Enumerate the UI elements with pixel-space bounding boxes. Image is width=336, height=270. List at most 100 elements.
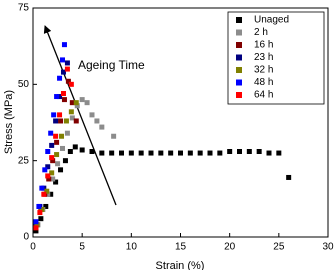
legend-swatch bbox=[236, 79, 242, 86]
y-tick-label: 0 bbox=[23, 232, 29, 243]
legend-swatch bbox=[236, 92, 242, 98]
point bbox=[158, 150, 164, 156]
point bbox=[38, 216, 44, 222]
legend-label: 23 h bbox=[254, 52, 273, 63]
point bbox=[43, 203, 49, 209]
point bbox=[57, 112, 63, 118]
point bbox=[33, 225, 39, 231]
point bbox=[68, 109, 74, 115]
point bbox=[148, 150, 154, 156]
point bbox=[45, 149, 51, 155]
point bbox=[73, 118, 79, 124]
point bbox=[53, 118, 59, 124]
point bbox=[227, 149, 233, 155]
point bbox=[60, 57, 65, 63]
point bbox=[256, 149, 262, 155]
point bbox=[89, 149, 95, 155]
point bbox=[197, 150, 203, 156]
point bbox=[57, 94, 63, 100]
point bbox=[69, 115, 75, 121]
point bbox=[65, 78, 71, 84]
point bbox=[60, 69, 66, 75]
point bbox=[61, 42, 67, 48]
point bbox=[73, 100, 79, 106]
point bbox=[53, 179, 59, 185]
point bbox=[44, 188, 50, 194]
point bbox=[45, 191, 51, 197]
legend-label: Unaged bbox=[254, 15, 289, 26]
point bbox=[57, 75, 63, 81]
point bbox=[49, 170, 55, 176]
point bbox=[39, 185, 45, 191]
x-tick-label: 0 bbox=[30, 242, 36, 253]
point bbox=[60, 90, 66, 96]
point bbox=[64, 66, 70, 72]
x-tick-label: 15 bbox=[175, 242, 187, 253]
point bbox=[276, 150, 282, 156]
y-tick-label: 50 bbox=[18, 79, 30, 90]
point bbox=[138, 150, 144, 156]
point bbox=[111, 133, 117, 139]
legend-swatch bbox=[236, 17, 242, 23]
legend-label: 16 h bbox=[254, 40, 273, 51]
point bbox=[178, 150, 183, 156]
point bbox=[62, 158, 68, 164]
legend-label: 48 h bbox=[254, 77, 273, 88]
y-axis-label: Stress (MPa) bbox=[3, 90, 15, 154]
point bbox=[59, 133, 65, 139]
point bbox=[55, 161, 61, 167]
point bbox=[45, 164, 51, 170]
point bbox=[54, 94, 60, 100]
point bbox=[64, 130, 70, 136]
arrow bbox=[43, 25, 117, 206]
point bbox=[266, 150, 272, 156]
x-tick-label: 25 bbox=[273, 242, 285, 253]
point bbox=[246, 149, 252, 155]
point bbox=[69, 100, 75, 106]
point bbox=[37, 210, 43, 216]
point bbox=[99, 124, 105, 130]
point bbox=[68, 81, 74, 87]
point bbox=[61, 97, 67, 103]
point bbox=[41, 191, 47, 197]
x-tick-label: 20 bbox=[224, 242, 236, 253]
point bbox=[39, 207, 45, 213]
legend-label: 2 h bbox=[254, 27, 268, 38]
x-tick-label: 10 bbox=[126, 242, 138, 253]
point bbox=[109, 150, 115, 156]
legend-swatch bbox=[236, 54, 242, 61]
annotation: Ageing Time bbox=[78, 58, 145, 72]
point bbox=[84, 100, 90, 106]
point bbox=[58, 118, 64, 124]
point bbox=[49, 142, 55, 148]
point bbox=[48, 130, 54, 136]
point bbox=[53, 133, 59, 139]
point bbox=[128, 150, 134, 156]
point bbox=[36, 203, 42, 209]
point bbox=[63, 118, 69, 124]
point bbox=[60, 145, 65, 151]
point bbox=[119, 150, 124, 156]
point bbox=[50, 176, 56, 182]
x-tick-label: 30 bbox=[322, 242, 334, 253]
point bbox=[67, 149, 73, 155]
legend-swatch bbox=[236, 29, 242, 36]
point bbox=[58, 167, 64, 173]
point bbox=[51, 112, 57, 118]
point bbox=[168, 150, 174, 156]
legend-swatch bbox=[236, 67, 242, 73]
point bbox=[237, 149, 242, 155]
legend-swatch bbox=[236, 42, 242, 48]
legend-label: 32 h bbox=[254, 65, 273, 76]
y-tick-label: 75 bbox=[18, 3, 30, 14]
y-tick-label: 25 bbox=[18, 155, 30, 166]
point bbox=[74, 103, 80, 109]
point bbox=[54, 139, 60, 145]
point bbox=[207, 150, 213, 156]
legend-label: 64 h bbox=[254, 90, 273, 101]
point bbox=[34, 222, 40, 228]
point bbox=[79, 147, 85, 153]
point bbox=[79, 97, 85, 103]
point bbox=[286, 174, 292, 180]
